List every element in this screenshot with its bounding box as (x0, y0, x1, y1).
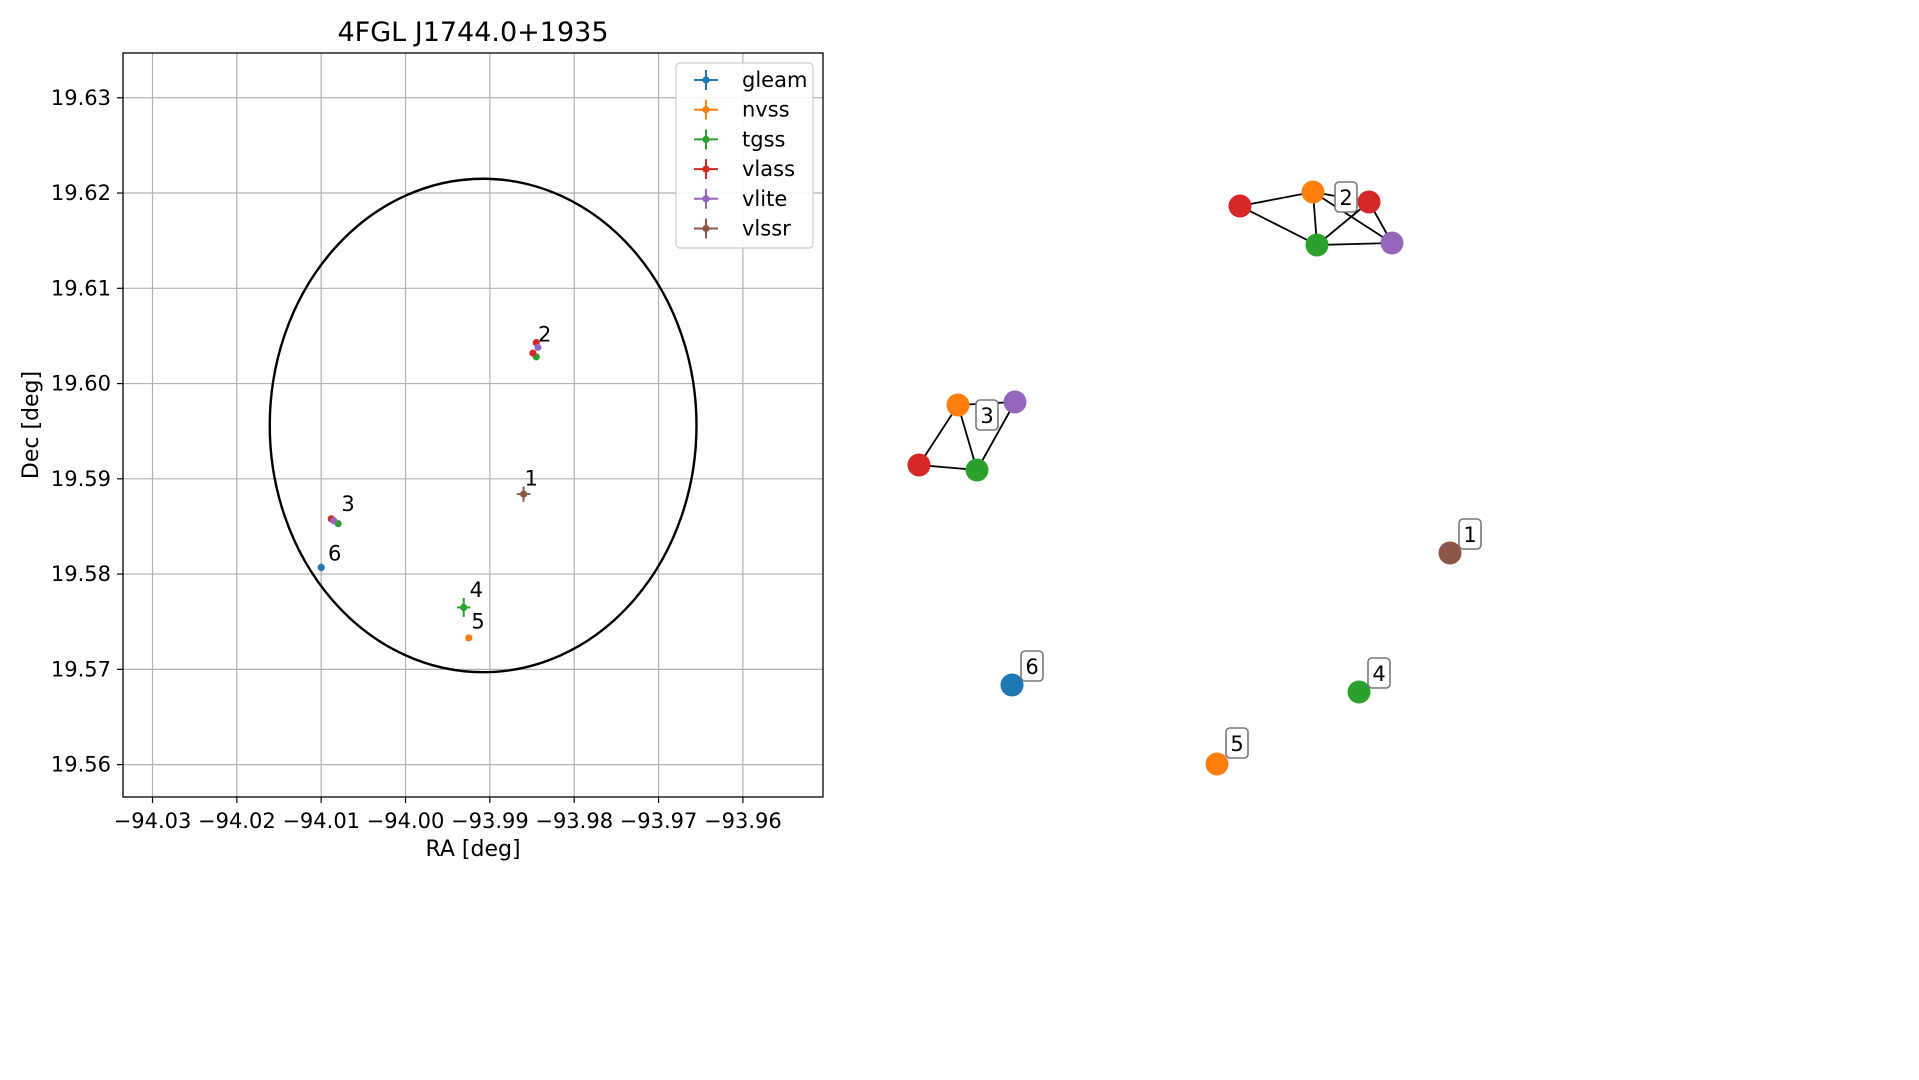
grid-lines (123, 53, 823, 797)
point-label: 6 (328, 542, 341, 566)
y-tick-label: 19.62 (51, 181, 111, 205)
y-tick-label: 19.61 (51, 276, 111, 300)
network-nodes (907, 180, 1462, 776)
network-edge (1312, 191, 1393, 244)
network-node-vlass (1228, 194, 1252, 218)
nvss-point (465, 634, 473, 642)
group-label-box (1020, 650, 1044, 682)
legend-label-vlssr: vlssr (742, 217, 791, 241)
network-edge (1316, 242, 1393, 246)
tgss-point (460, 603, 468, 612)
x-tick-label: −94.01 (282, 809, 360, 833)
network-node-vlssr (1438, 541, 1462, 565)
vlssr-point (520, 490, 528, 498)
crossmatch-network-graph: 2 3 1 6 4 5 (907, 180, 1482, 776)
legend-marker-gleam (702, 76, 710, 84)
uncertainty-ellipse (268, 177, 698, 674)
network-edge (918, 404, 959, 466)
x-tick-label: −94.00 (367, 809, 445, 833)
network-node-nvss (1205, 752, 1229, 776)
legend-marker-tgss (702, 135, 710, 143)
group-label-box (1367, 657, 1391, 689)
legend-marker-vlite (702, 195, 710, 203)
group-labels: 2 3 1 6 4 5 (975, 181, 1482, 759)
legend-marker-vlssr (702, 224, 710, 233)
group-label-box (975, 399, 999, 431)
group-label: 5 (1230, 732, 1243, 756)
point-label: 4 (470, 578, 483, 602)
y-tick-label: 19.57 (51, 657, 111, 681)
group-label-box (1334, 181, 1358, 213)
network-edge (1239, 191, 1314, 207)
point-label: 5 (471, 609, 484, 633)
x-tick-label: −93.96 (704, 809, 782, 833)
data-points (317, 338, 542, 642)
y-axis-label: Dec [deg] (19, 371, 44, 479)
group-label: 6 (1025, 655, 1038, 679)
y-tick-label: 19.60 (51, 372, 111, 396)
legend-label-tgss: tgss (742, 127, 785, 151)
group-label: 3 (980, 404, 993, 428)
legend-label-nvss: nvss (742, 98, 790, 122)
network-node-tgss (1347, 680, 1371, 704)
x-tick-label: −93.98 (535, 809, 613, 833)
legend-marker-vlass (702, 165, 710, 173)
x-tick-label: −94.03 (114, 809, 192, 833)
y-tick-label: 19.63 (51, 86, 111, 110)
chart-title: 4FGL J1744.0+1935 (337, 17, 608, 48)
network-node-nvss (946, 393, 970, 417)
y-axis-ticks: 19.56 19.57 19.58 19.59 19.60 19.61 19.62 19.63 (51, 86, 123, 777)
point-label: 3 (341, 492, 354, 516)
vlite-point (330, 517, 338, 525)
point-label: 1 (524, 466, 537, 490)
uncertainty-ellipse-path (268, 177, 698, 674)
legend-marker-nvss (702, 106, 710, 114)
x-axis-label: RA [deg] (425, 837, 520, 862)
group-label: 1 (1463, 523, 1476, 547)
vlass-point (529, 349, 537, 357)
network-node-vlass (907, 453, 931, 477)
legend-label-vlass: vlass (742, 157, 795, 181)
group-label-box (1458, 518, 1482, 550)
legend-label-gleam: gleam (742, 68, 807, 92)
network-node-vlite (1003, 390, 1027, 414)
network-node-tgss (965, 458, 989, 482)
axes-frame (122, 52, 824, 798)
x-tick-label: −93.97 (620, 809, 698, 833)
network-node-tgss (1305, 233, 1329, 257)
network-edge (976, 401, 1016, 471)
network-node-vlite (1380, 231, 1404, 255)
x-axis-ticks: −94.03 −94.02 −94.01 −94.00 −93.99 −93.98 −93.… (114, 797, 782, 833)
x-tick-label: −93.99 (451, 809, 529, 833)
vlite-point (534, 343, 542, 351)
network-node-nvss (1301, 180, 1325, 204)
y-tick-label: 19.56 (51, 753, 111, 777)
point-label: 2 (538, 323, 551, 347)
y-tick-label: 19.58 (51, 562, 111, 586)
legend-label-vlite: vlite (742, 187, 787, 211)
group-label: 2 (1339, 186, 1352, 210)
network-node-gleam (1000, 673, 1024, 697)
group-label-box (1225, 727, 1249, 759)
point-annotations: 1 2 3 4 5 6 (328, 323, 551, 634)
gleam-point (317, 563, 325, 572)
x-tick-label: −94.02 (198, 809, 276, 833)
network-node-vlass (1357, 190, 1381, 214)
network-edge (1239, 205, 1318, 246)
y-tick-label: 19.59 (51, 467, 111, 491)
group-label: 4 (1372, 662, 1385, 686)
legend: gleam nvss tgss vlass vlite vlssr (675, 62, 814, 249)
